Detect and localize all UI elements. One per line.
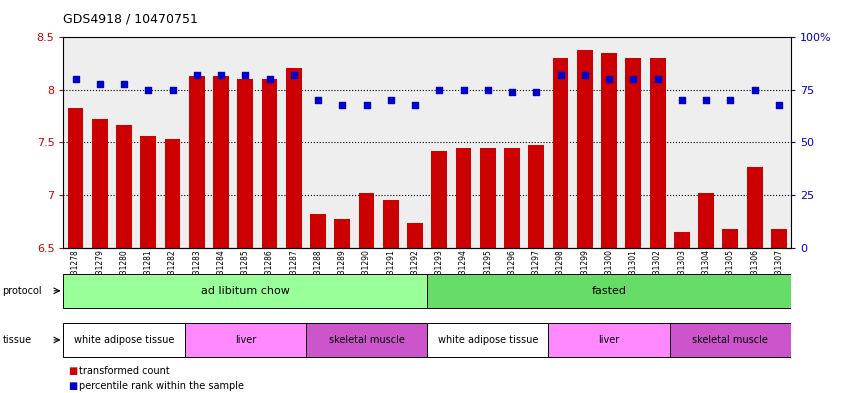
Point — [409, 101, 422, 108]
Text: white adipose tissue: white adipose tissue — [74, 335, 174, 345]
Point — [311, 97, 325, 103]
Bar — [456, 148, 471, 248]
Point — [651, 76, 664, 83]
Point — [336, 101, 349, 108]
Text: skeletal muscle: skeletal muscle — [692, 335, 768, 345]
Point — [69, 76, 82, 83]
Bar — [116, 125, 132, 248]
Bar — [747, 167, 762, 248]
Point — [627, 76, 640, 83]
Text: fasted: fasted — [591, 286, 627, 296]
Bar — [286, 68, 302, 248]
Bar — [165, 139, 180, 248]
Bar — [92, 119, 107, 248]
Bar — [670, 323, 791, 357]
Bar — [306, 323, 427, 357]
Bar — [63, 274, 427, 308]
Bar — [602, 53, 617, 248]
Point — [578, 72, 591, 78]
Bar — [722, 229, 739, 248]
Bar — [552, 58, 569, 248]
Point — [239, 72, 252, 78]
Bar — [383, 200, 398, 248]
Point — [118, 81, 131, 87]
Point — [772, 101, 786, 108]
Point — [675, 97, 689, 103]
Bar — [334, 219, 350, 248]
Point — [190, 72, 204, 78]
Bar — [650, 58, 666, 248]
Text: liver: liver — [598, 335, 620, 345]
Point — [602, 76, 616, 83]
Text: ad libitum chow: ad libitum chow — [201, 286, 290, 296]
Text: percentile rank within the sample: percentile rank within the sample — [79, 381, 244, 391]
Point — [530, 89, 543, 95]
Point — [700, 97, 713, 103]
Bar — [407, 223, 423, 248]
Point — [263, 76, 277, 83]
Text: GDS4918 / 10470751: GDS4918 / 10470751 — [63, 13, 198, 26]
Point — [554, 72, 568, 78]
Text: protocol: protocol — [3, 286, 42, 296]
Point — [384, 97, 398, 103]
Bar — [504, 148, 520, 248]
Bar — [184, 323, 306, 357]
Bar — [189, 76, 205, 248]
Bar — [548, 323, 670, 357]
Bar — [625, 58, 641, 248]
Point — [141, 87, 155, 93]
Bar — [310, 214, 326, 248]
Bar — [213, 76, 229, 248]
Point — [432, 87, 446, 93]
Bar — [698, 193, 714, 248]
Text: white adipose tissue: white adipose tissue — [437, 335, 538, 345]
Bar — [261, 79, 277, 248]
Text: transformed count: transformed count — [79, 366, 169, 376]
Point — [748, 87, 761, 93]
Bar — [140, 136, 157, 248]
Text: tissue: tissue — [3, 335, 31, 345]
Bar — [427, 274, 791, 308]
Point — [505, 89, 519, 95]
Point — [481, 87, 495, 93]
Point — [93, 81, 107, 87]
Bar — [68, 108, 84, 248]
Bar — [427, 323, 548, 357]
Point — [723, 97, 737, 103]
Text: skeletal muscle: skeletal muscle — [328, 335, 404, 345]
Text: ■: ■ — [68, 366, 77, 376]
Text: ■: ■ — [68, 381, 77, 391]
Text: liver: liver — [234, 335, 256, 345]
Point — [287, 72, 300, 78]
Bar — [238, 79, 253, 248]
Point — [457, 87, 470, 93]
Bar — [529, 145, 544, 248]
Bar — [480, 148, 496, 248]
Bar — [674, 232, 689, 248]
Bar — [577, 50, 593, 248]
Point — [214, 72, 228, 78]
Bar — [771, 229, 787, 248]
Point — [166, 87, 179, 93]
Bar — [431, 151, 448, 248]
Bar — [359, 193, 375, 248]
Bar — [63, 323, 184, 357]
Point — [360, 101, 373, 108]
